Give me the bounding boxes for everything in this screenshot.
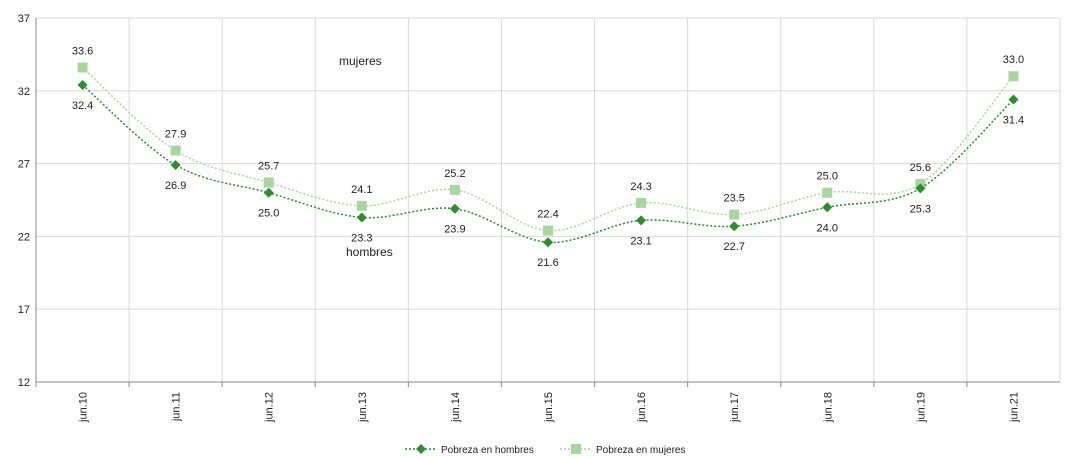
point-mujeres-0 <box>77 62 88 73</box>
data-label-mujeres-3: 24.1 <box>351 184 372 196</box>
data-labels: 33.6 27.9 25.7 24.1 25.2 22.4 24.3 23.5 25.0 25.6… <box>72 46 1024 270</box>
data-label-hombres-1: 26.9 <box>165 180 186 192</box>
series-line-0 <box>82 84 1014 243</box>
data-label-hombres-4: 23.9 <box>444 224 465 236</box>
data-label-hombres-5: 21.6 <box>537 257 558 269</box>
point-hombres-10 <box>1008 94 1019 105</box>
data-label-hombres-7: 22.7 <box>723 241 744 253</box>
point-mujeres-5 <box>543 225 553 236</box>
axes: 12 17 22 27 32 37 jun.10 jun.11 jun.12 jun.13 jun.… <box>18 13 1060 423</box>
data-label-mujeres-2: 25.7 <box>258 161 279 173</box>
data-label-mujeres-7: 23.5 <box>723 193 744 205</box>
data-label-hombres-3: 23.3 <box>351 232 372 244</box>
y-tick-label-2: 22 <box>18 231 30 243</box>
point-mujeres-3 <box>356 200 367 211</box>
x-tick-label-8: jun.18 <box>822 392 834 423</box>
x-tick-label-4: jun.14 <box>450 392 462 423</box>
data-label-hombres-2: 25.0 <box>258 208 279 220</box>
point-mujeres-4 <box>449 184 460 195</box>
x-tick-label-2: jun.12 <box>264 392 276 423</box>
x-tick-label-3: jun.13 <box>357 392 369 423</box>
point-hombres-3 <box>356 212 367 223</box>
data-label-mujeres-6: 24.3 <box>630 181 651 193</box>
annotation-mujeres: mujeres <box>339 54 382 68</box>
x-tick-label-7: jun.17 <box>729 392 741 423</box>
point-mujeres-8 <box>822 187 833 198</box>
point-hombres-1 <box>170 160 181 171</box>
legend-marker-mujeres <box>571 444 581 454</box>
data-label-mujeres-0: 33.6 <box>72 46 93 58</box>
y-tick-label-5: 37 <box>18 13 30 25</box>
x-tick-label-10: jun.21 <box>1008 392 1020 423</box>
data-label-mujeres-1: 27.9 <box>165 128 186 140</box>
point-hombres-9 <box>915 183 926 194</box>
x-tick-label-5: jun.15 <box>543 392 555 423</box>
data-label-mujeres-8: 25.0 <box>817 171 838 183</box>
x-tick-label-9: jun.19 <box>915 392 927 423</box>
annotation-hombres: hombres <box>346 245 393 259</box>
point-mujeres-2 <box>263 177 274 188</box>
point-hombres-7 <box>729 221 740 232</box>
data-label-hombres-6: 23.1 <box>630 235 651 247</box>
data-label-hombres-10: 31.4 <box>1003 115 1024 127</box>
point-mujeres-10 <box>1008 71 1019 82</box>
grid <box>35 17 1061 383</box>
y-tick-label-1: 17 <box>18 304 30 316</box>
point-hombres-5 <box>543 237 553 248</box>
data-label-hombres-0: 32.4 <box>72 100 93 112</box>
point-mujeres-6 <box>636 197 647 208</box>
point-hombres-8 <box>822 202 833 213</box>
data-label-mujeres-5: 22.4 <box>537 209 558 221</box>
point-hombres-4 <box>449 203 460 214</box>
data-label-mujeres-10: 33.0 <box>1003 54 1024 66</box>
x-tick-label-1: jun.11 <box>171 392 183 422</box>
x-tick-label-6: jun.16 <box>636 392 648 423</box>
point-hombres-6 <box>636 215 647 226</box>
legend-label-mujeres: Pobreza en mujeres <box>596 445 686 456</box>
data-label-hombres-8: 24.0 <box>817 222 838 234</box>
legend-label-hombres: Pobreza en hombres <box>441 445 534 456</box>
data-label-hombres-9: 25.3 <box>910 203 931 215</box>
point-mujeres-1 <box>170 145 181 156</box>
point-mujeres-7 <box>729 209 740 220</box>
data-label-mujeres-4: 25.2 <box>444 168 465 180</box>
y-tick-label-3: 27 <box>18 159 30 171</box>
y-tick-label-0: 12 <box>18 377 30 389</box>
y-tick-label-4: 32 <box>18 86 30 98</box>
legend-marker-hombres <box>416 444 426 454</box>
legend: Pobreza en hombres Pobreza en mujeres <box>405 444 686 456</box>
point-hombres-0 <box>77 79 88 90</box>
x-tick-label-0: jun.10 <box>78 392 90 423</box>
point-hombres-2 <box>263 187 274 198</box>
series-group <box>77 62 1019 248</box>
data-label-mujeres-9: 25.6 <box>910 162 931 174</box>
